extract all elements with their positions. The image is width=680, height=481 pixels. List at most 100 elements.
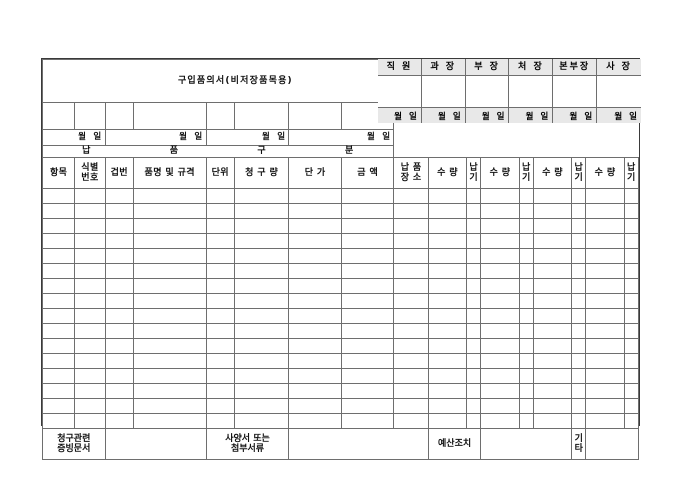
approval-stamp-1[interactable] <box>104 102 134 130</box>
approval-stamp-1b[interactable] <box>132 102 207 130</box>
table-cell[interactable] <box>132 263 207 279</box>
table-cell[interactable] <box>41 293 76 309</box>
table-cell[interactable] <box>571 308 587 324</box>
table-cell[interactable] <box>41 398 76 414</box>
table-cell[interactable] <box>623 233 640 249</box>
approval-role-label-1[interactable]: 과 장 <box>421 59 465 76</box>
table-cell[interactable] <box>393 353 429 369</box>
table-cell[interactable] <box>585 353 625 369</box>
table-cell[interactable] <box>532 353 573 369</box>
table-cell[interactable] <box>480 338 520 354</box>
table-cell[interactable] <box>532 293 573 309</box>
approval-stamp-2[interactable] <box>205 102 235 130</box>
table-cell[interactable] <box>340 203 395 219</box>
table-cell[interactable] <box>340 293 395 309</box>
table-cell[interactable] <box>623 323 640 339</box>
table-cell[interactable] <box>427 263 468 279</box>
table-cell[interactable] <box>233 278 290 294</box>
table-cell[interactable] <box>340 413 395 429</box>
table-cell[interactable] <box>205 263 235 279</box>
table-cell[interactable] <box>132 188 207 204</box>
table-cell[interactable] <box>480 308 520 324</box>
table-cell[interactable] <box>132 368 207 384</box>
table-cell[interactable] <box>571 188 587 204</box>
table-cell[interactable] <box>480 353 520 369</box>
table-cell[interactable] <box>466 278 482 294</box>
table-cell[interactable] <box>132 278 207 294</box>
table-cell[interactable] <box>585 308 625 324</box>
table-cell[interactable] <box>74 248 106 264</box>
table-cell[interactable] <box>427 368 468 384</box>
table-cell[interactable] <box>585 188 625 204</box>
table-cell[interactable] <box>427 338 468 354</box>
table-cell[interactable] <box>104 338 134 354</box>
footer-field-evidence[interactable] <box>104 428 207 460</box>
table-cell[interactable] <box>340 308 395 324</box>
approval-date-0[interactable]: 월 일 <box>42 129 106 146</box>
table-cell[interactable] <box>288 188 342 204</box>
table-cell[interactable] <box>393 413 429 429</box>
table-cell[interactable] <box>104 398 134 414</box>
table-cell[interactable] <box>340 188 395 204</box>
table-cell[interactable] <box>74 338 106 354</box>
table-cell[interactable] <box>288 248 342 264</box>
table-cell[interactable] <box>571 338 587 354</box>
table-cell[interactable] <box>466 413 482 429</box>
table-cell[interactable] <box>205 353 235 369</box>
table-cell[interactable] <box>233 413 290 429</box>
table-cell[interactable] <box>623 278 640 294</box>
table-cell[interactable] <box>518 293 534 309</box>
table-cell[interactable] <box>288 308 342 324</box>
table-cell[interactable] <box>288 398 342 414</box>
table-cell[interactable] <box>480 293 520 309</box>
table-cell[interactable] <box>205 383 235 399</box>
approval-date-2[interactable]: 월 일 <box>205 129 290 146</box>
table-cell[interactable] <box>585 248 625 264</box>
table-cell[interactable] <box>74 323 106 339</box>
table-cell[interactable] <box>466 233 482 249</box>
table-cell[interactable] <box>41 278 76 294</box>
table-cell[interactable] <box>288 233 342 249</box>
table-cell[interactable] <box>466 353 482 369</box>
table-cell[interactable] <box>288 353 342 369</box>
table-cell[interactable] <box>233 353 290 369</box>
table-cell[interactable] <box>41 218 76 234</box>
table-cell[interactable] <box>585 398 625 414</box>
table-cell[interactable] <box>74 308 106 324</box>
table-cell[interactable] <box>480 263 520 279</box>
table-cell[interactable] <box>585 383 625 399</box>
table-cell[interactable] <box>104 368 134 384</box>
table-cell[interactable] <box>571 233 587 249</box>
table-cell[interactable] <box>74 278 106 294</box>
table-cell[interactable] <box>41 383 76 399</box>
table-cell[interactable] <box>571 413 587 429</box>
table-cell[interactable] <box>205 338 235 354</box>
footer-field-specification[interactable] <box>288 428 429 460</box>
table-cell[interactable] <box>466 263 482 279</box>
table-cell[interactable] <box>518 218 534 234</box>
table-cell[interactable] <box>205 233 235 249</box>
table-cell[interactable] <box>571 218 587 234</box>
table-cell[interactable] <box>41 368 76 384</box>
table-cell[interactable] <box>466 293 482 309</box>
table-cell[interactable] <box>393 248 429 264</box>
table-cell[interactable] <box>132 338 207 354</box>
table-cell[interactable] <box>623 248 640 264</box>
table-cell[interactable] <box>104 383 134 399</box>
table-cell[interactable] <box>233 233 290 249</box>
table-cell[interactable] <box>427 218 468 234</box>
table-cell[interactable] <box>427 203 468 219</box>
table-cell[interactable] <box>480 233 520 249</box>
table-cell[interactable] <box>205 368 235 384</box>
table-cell[interactable] <box>104 218 134 234</box>
table-cell[interactable] <box>518 203 534 219</box>
approval-role-label-2[interactable]: 부 장 <box>465 59 509 76</box>
table-cell[interactable] <box>466 368 482 384</box>
approval-date-1[interactable]: 월 일 <box>104 129 207 146</box>
table-cell[interactable] <box>532 368 573 384</box>
table-cell[interactable] <box>393 323 429 339</box>
table-cell[interactable] <box>427 308 468 324</box>
